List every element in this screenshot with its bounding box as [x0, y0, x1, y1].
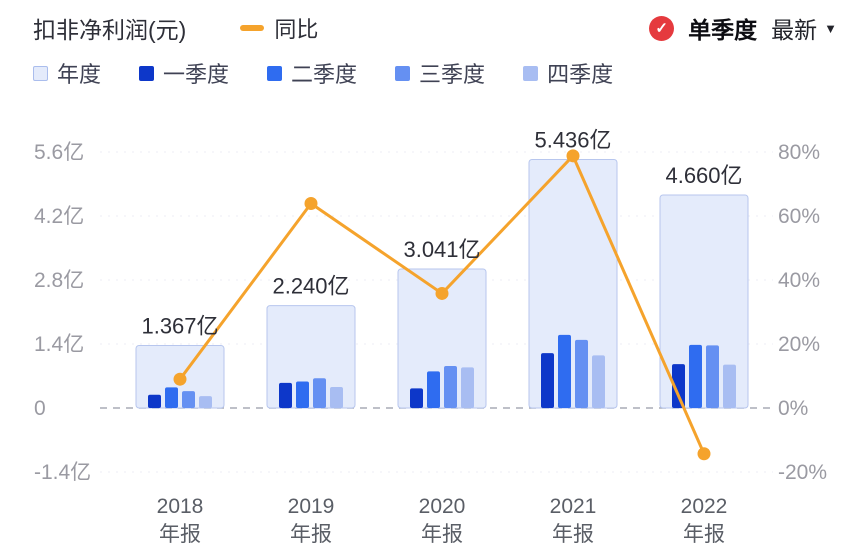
bar-2020-q4[interactable] — [461, 367, 474, 408]
chevron-down-icon: ▼ — [824, 20, 837, 36]
left-axis-tick: 5.6亿 — [34, 141, 84, 164]
legend-item-q3[interactable]: 三季度 — [395, 57, 485, 89]
x-label-year-2022: 2022 — [681, 495, 728, 518]
bar-2019-q3[interactable] — [313, 378, 326, 408]
x-label-period-2021: 年报 — [552, 523, 594, 546]
legend-swatch-q3 — [395, 65, 411, 81]
annual-value-label-2020: 3.041亿 — [403, 237, 480, 262]
right-axis-tick: 0% — [778, 397, 808, 420]
legend-item-q1[interactable]: 一季度 — [139, 57, 229, 89]
bar-2022-q1[interactable] — [672, 364, 685, 408]
x-label-year-2019: 2019 — [288, 495, 335, 518]
annual-value-label-2021: 5.436亿 — [534, 127, 611, 152]
left-axis-tick: 4.2亿 — [34, 205, 84, 228]
bar-2020-q3[interactable] — [444, 365, 457, 408]
bar-2019-q2[interactable] — [296, 381, 309, 408]
bar-2020-q2[interactable] — [427, 371, 440, 408]
header-controls: ✓ 单季度 最新 ▼ — [649, 11, 837, 45]
right-axis-tick: 40% — [778, 269, 820, 292]
yoy-line-swatch — [240, 25, 265, 31]
single-quarter-toggle[interactable]: 单季度 — [688, 17, 758, 43]
right-axis-tick: 60% — [778, 205, 820, 228]
x-label-period-2019: 年报 — [290, 523, 332, 546]
legend-yoy[interactable]: 同比 — [240, 12, 318, 44]
annual-bar-2022[interactable] — [659, 194, 749, 409]
check-icon[interactable]: ✓ — [649, 15, 675, 41]
annual-bar-2019[interactable] — [266, 305, 356, 409]
right-axis-tick: 80% — [778, 141, 820, 164]
period-dropdown[interactable]: 最新 ▼ — [771, 11, 837, 45]
legend-swatch-q4 — [523, 65, 539, 81]
bar-2021-q3[interactable] — [575, 339, 588, 408]
left-axis-tick: -1.4亿 — [34, 461, 91, 484]
legend-label-q3: 三季度 — [419, 62, 486, 87]
x-label-year-2020: 2020 — [419, 495, 466, 518]
legend-swatch-q2 — [267, 65, 283, 81]
bar-2020-q1[interactable] — [410, 388, 423, 408]
left-axis-tick: 0 — [34, 397, 46, 420]
bar-2018-q4[interactable] — [199, 396, 212, 408]
x-label-period-2018: 年报 — [159, 523, 201, 546]
chart-title: 扣非净利润(元) — [33, 17, 187, 43]
right-axis-tick: 20% — [778, 333, 820, 356]
legend-label-q4: 四季度 — [547, 62, 614, 87]
annual-value-label-2022: 4.660亿 — [665, 163, 742, 188]
bar-2022-q2[interactable] — [689, 344, 702, 408]
legend-swatch-annual — [33, 65, 48, 81]
annual-value-label-2018: 1.367亿 — [141, 314, 218, 339]
legend-item-q4[interactable]: 四季度 — [523, 57, 613, 89]
legend-item-q2[interactable]: 二季度 — [267, 57, 357, 89]
x-label-period-2022: 年报 — [683, 523, 725, 546]
bar-2022-q3[interactable] — [706, 345, 719, 408]
yoy-point-2020[interactable] — [435, 286, 449, 300]
bar-2021-q2[interactable] — [558, 334, 571, 408]
bar-2018-q3[interactable] — [182, 391, 195, 408]
x-label-period-2020: 年报 — [421, 523, 463, 546]
x-label-year-2021: 2021 — [550, 495, 597, 518]
bar-2018-q1[interactable] — [148, 394, 161, 408]
bar-2022-q4[interactable] — [723, 364, 736, 408]
yoy-point-2018[interactable] — [173, 372, 187, 386]
left-axis-tick: 2.8亿 — [34, 269, 84, 292]
series-legend: 年度 一季度 二季度 三季度 四季度 — [33, 57, 613, 89]
period-dropdown-label: 最新 — [771, 17, 818, 43]
bar-2021-q1[interactable] — [541, 353, 554, 408]
legend-swatch-q1 — [139, 65, 155, 81]
yoy-point-2019[interactable] — [304, 197, 318, 211]
yoy-point-2021[interactable] — [566, 149, 580, 163]
yoy-point-2022[interactable] — [697, 447, 711, 461]
right-axis-tick: -20% — [778, 461, 827, 484]
x-label-year-2018: 2018 — [157, 495, 204, 518]
legend-label-q2: 二季度 — [291, 62, 358, 87]
yoy-legend-label: 同比 — [274, 17, 319, 42]
legend-item-annual[interactable]: 年度 — [33, 57, 101, 89]
legend-label-q1: 一季度 — [163, 62, 230, 87]
annual-value-label-2019: 2.240亿 — [272, 274, 349, 299]
legend-label-annual: 年度 — [57, 62, 102, 87]
bar-2019-q1[interactable] — [279, 382, 292, 408]
bar-2021-q4[interactable] — [592, 355, 605, 408]
bar-2019-q4[interactable] — [330, 386, 343, 408]
left-axis-tick: 1.4亿 — [34, 333, 84, 356]
chart-header: 扣非净利润(元) 同比 ✓ 单季度 最新 ▼ — [0, 10, 865, 46]
bar-2018-q2[interactable] — [165, 387, 178, 408]
